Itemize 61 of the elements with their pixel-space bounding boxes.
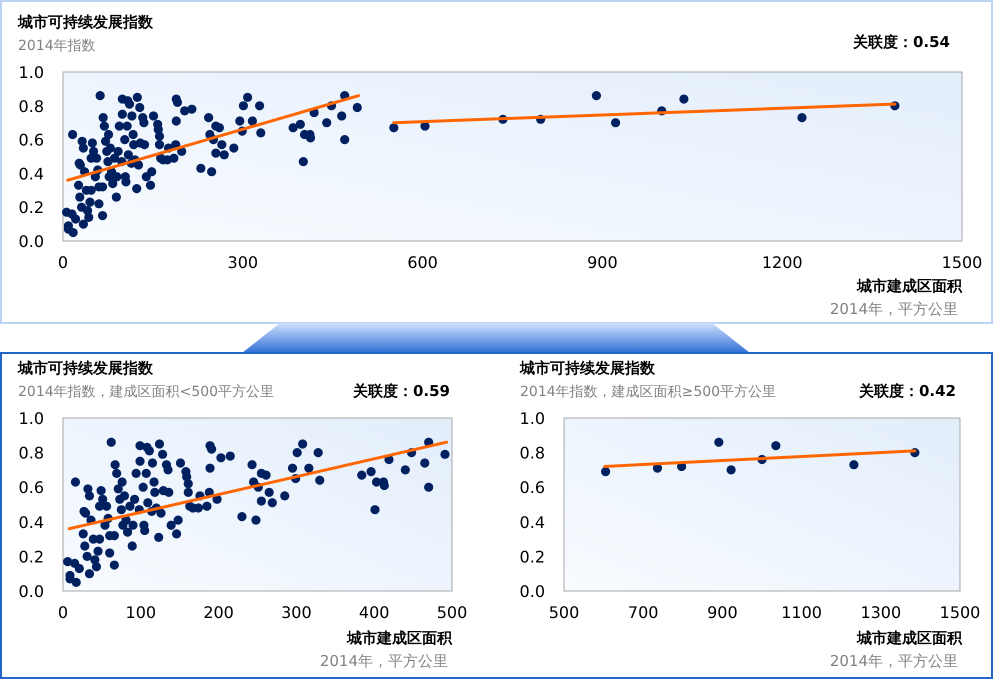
point bbox=[592, 91, 602, 100]
chart-subtitle: 2014年指数，建成区面积≥500平方公里 bbox=[520, 384, 776, 400]
text: 2014年，平方公里 bbox=[320, 652, 448, 670]
x-tick-label: 900 bbox=[587, 253, 618, 272]
y-tick-label: 0.4 bbox=[18, 512, 44, 532]
chart-title: 城市可持续发展指数 bbox=[17, 359, 154, 377]
text: 关联度：0.42 bbox=[858, 382, 956, 400]
y-tick-label: 0.2 bbox=[18, 547, 44, 566]
y-tick-label: 1.0 bbox=[18, 63, 44, 82]
point bbox=[389, 123, 398, 132]
y-tick-label: 0.0 bbox=[18, 582, 44, 601]
chart-subtitle: 2014年指数 bbox=[18, 38, 96, 54]
y-tick-label: 1.0 bbox=[18, 409, 44, 428]
point bbox=[797, 113, 807, 122]
x-axis-title: 城市建成区面积 bbox=[856, 277, 963, 295]
text: 关联度：0.59 bbox=[352, 382, 450, 400]
y-tick-label: 0.6 bbox=[520, 478, 545, 498]
chart-title: 城市可持续发展指数 bbox=[17, 13, 154, 31]
text: 关联度：0.54 bbox=[852, 33, 950, 51]
point bbox=[771, 441, 780, 450]
chart-title: 城市可持续发展指数 bbox=[519, 359, 656, 377]
text: 2014年，平方公里 bbox=[830, 300, 958, 318]
y-tick-label: 0.6 bbox=[18, 478, 44, 498]
x-tick-label: 100 bbox=[126, 603, 156, 622]
y-tick-label: 0.6 bbox=[18, 130, 44, 150]
x-axis-title: 城市建成区面积 bbox=[346, 629, 453, 647]
x-axis-title: 城市建成区面积 bbox=[856, 629, 963, 647]
x-tick-label: 500 bbox=[436, 603, 468, 622]
x-tick-label: 1200 bbox=[762, 253, 803, 272]
y-tick-label: 1.0 bbox=[520, 409, 545, 428]
y-tick-label: 0.0 bbox=[520, 582, 545, 601]
x-tick-label: 900 bbox=[707, 603, 738, 622]
point bbox=[849, 460, 858, 470]
y-tick-label: 0.8 bbox=[18, 96, 44, 116]
x-tick-label: 1100 bbox=[781, 603, 822, 622]
point bbox=[600, 467, 610, 476]
text: 2014年，平方公里 bbox=[830, 652, 958, 670]
x-tick-label: 500 bbox=[548, 603, 580, 622]
x-tick-label: 1300 bbox=[860, 603, 902, 622]
x-tick-label: 1500 bbox=[940, 603, 980, 622]
x-tick-label: 1500 bbox=[942, 253, 982, 272]
point bbox=[679, 94, 689, 104]
point bbox=[610, 118, 620, 128]
chart-subtitle: 2014年指数，建成区面积<500平方公里 bbox=[18, 384, 274, 400]
x-tick-label: 200 bbox=[203, 603, 234, 622]
x-tick-label: 600 bbox=[407, 253, 438, 272]
x-tick-label: 400 bbox=[358, 603, 390, 622]
y-tick-label: 0.0 bbox=[18, 232, 44, 251]
y-tick-label: 0.4 bbox=[18, 164, 44, 184]
y-tick-label: 0.2 bbox=[18, 198, 44, 218]
x-tick-label: 300 bbox=[281, 603, 312, 622]
y-tick-label: 0.4 bbox=[520, 512, 545, 532]
y-tick-label: 0.8 bbox=[18, 444, 44, 463]
x-tick-label: 700 bbox=[628, 603, 658, 622]
point bbox=[726, 465, 736, 474]
x-tick-label: 300 bbox=[228, 253, 258, 272]
y-tick-label: 0.8 bbox=[520, 444, 545, 463]
x-tick-label: 0 bbox=[58, 603, 68, 622]
point bbox=[714, 438, 724, 447]
y-tick-label: 0.2 bbox=[520, 547, 545, 566]
x-tick-label: 0 bbox=[58, 253, 68, 272]
